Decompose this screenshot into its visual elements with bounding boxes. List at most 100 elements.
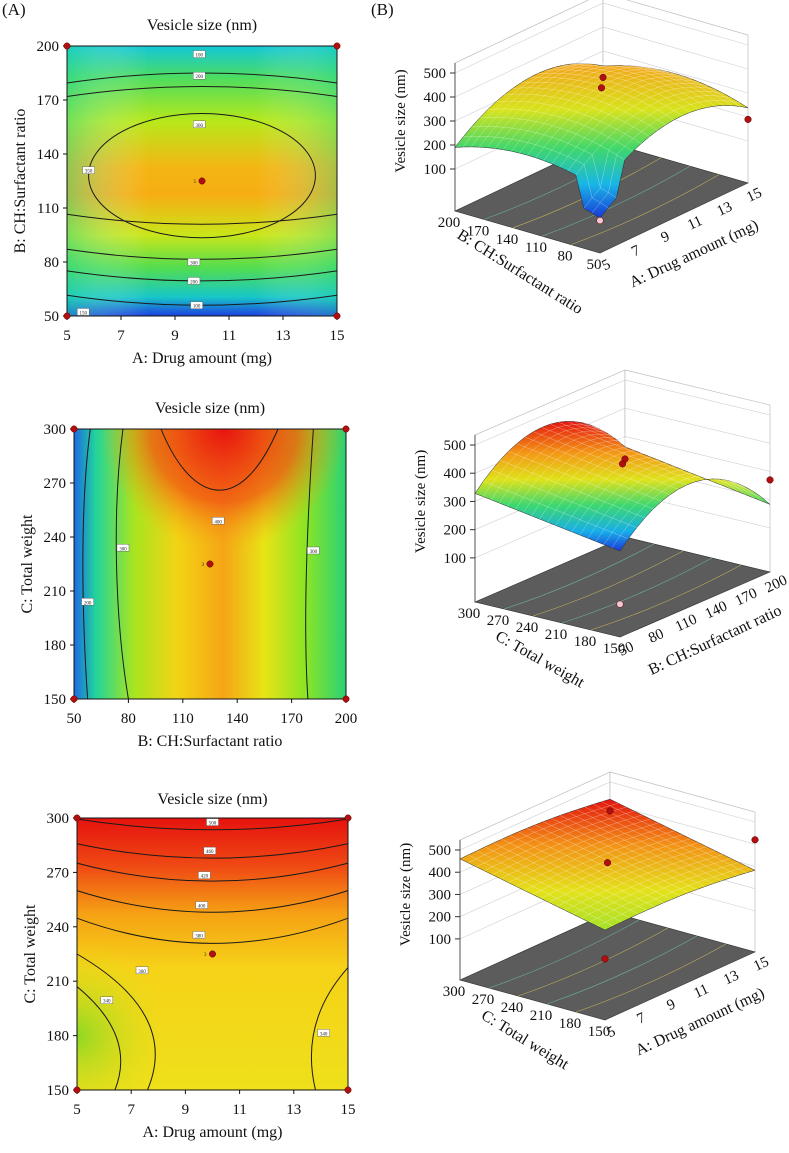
- contour-label: 100: [196, 54, 204, 59]
- center-point-count: 5: [194, 180, 197, 185]
- contour-label-box: [135, 966, 149, 975]
- floor-contour: [575, 943, 727, 1013]
- mesh-line: [575, 90, 724, 176]
- mesh-line: [511, 67, 660, 152]
- right-axis-tick-label: 80: [646, 626, 666, 647]
- mesh-line: [500, 818, 651, 879]
- left-axis-tick-label: 80: [558, 249, 573, 265]
- mesh-line: [462, 62, 612, 148]
- left-axis-tick-label: 270: [472, 992, 495, 1008]
- mesh-line: [484, 846, 631, 919]
- x-tick-label: 50: [67, 711, 82, 727]
- contour-label-box: [190, 301, 203, 309]
- y-axis-label: C: Total weight: [19, 514, 36, 614]
- mesh-line: [508, 451, 654, 510]
- mesh-line: [559, 83, 708, 168]
- right-axis-tick-label: 11: [685, 213, 705, 234]
- contour-plot-ch-ratio-vs-total-weight: 200 300 300 400 50 80 110 140 170 200 150 180 210 240…: [19, 400, 357, 750]
- y-tick-label: 300: [47, 811, 70, 827]
- contour-label: 460: [206, 850, 214, 855]
- mesh-line: [523, 440, 674, 513]
- contour-line: [76, 986, 122, 1091]
- floor-contour: [570, 174, 720, 245]
- floor-contour: [517, 927, 669, 997]
- z-tick-label: 500: [424, 66, 447, 82]
- contour-label-box: [206, 818, 219, 826]
- floor-contour: [561, 557, 713, 624]
- contour-label: 360: [138, 970, 146, 975]
- contour-label: 380: [195, 934, 203, 939]
- surface-fill: [454, 63, 749, 219]
- x-tick-label: 11: [222, 328, 236, 344]
- right-axis-tick-label: 15: [744, 185, 764, 206]
- mesh-line: [476, 850, 622, 923]
- design-point: [344, 814, 352, 822]
- mesh-line: [519, 68, 668, 154]
- mesh-line: [498, 430, 650, 504]
- y-tick-label: 180: [47, 1029, 70, 1045]
- z-tick-label: 400: [444, 466, 467, 482]
- contour-plot-drug-vs-total-weight: 500 460 420 400 380 360 340 340 5 7 9 11 13 15 150 180 2…: [22, 791, 356, 1141]
- contour-line: [76, 862, 349, 882]
- mesh-line: [518, 831, 664, 904]
- contour-line: [88, 113, 316, 239]
- contour-line: [76, 917, 349, 944]
- surface-fill: [474, 421, 771, 552]
- mesh-line: [601, 801, 747, 874]
- z-tick-label: 100: [444, 551, 467, 567]
- x-tick-label: 7: [127, 1102, 135, 1118]
- right-axis-tick-label: 110: [673, 611, 700, 635]
- x-axis-label: B: CH:Surfactant ratio: [138, 733, 283, 750]
- left-axis-tick-label: 300: [458, 606, 481, 622]
- contour-line: [66, 248, 338, 260]
- floor-plane: [474, 536, 771, 638]
- plot-frame: [73, 428, 347, 700]
- contour-line: [66, 270, 338, 282]
- contour-label-box: [203, 846, 216, 855]
- right-axis-tick-label: 11: [691, 981, 711, 1002]
- mesh-line: [553, 66, 699, 110]
- mesh-line: [545, 69, 691, 113]
- z-gridline: [459, 781, 756, 851]
- y-tick-label: 200: [37, 39, 60, 55]
- z-tick-label: 300: [429, 887, 452, 903]
- right-axis-tick-label: 140: [703, 598, 730, 622]
- mesh-line: [595, 469, 746, 542]
- contour-label-box: [193, 71, 206, 80]
- mesh-line: [543, 821, 689, 893]
- x-tick-label: 7: [117, 328, 125, 344]
- mesh-line: [599, 428, 746, 487]
- x-tick-label: 170: [280, 711, 303, 727]
- x-tick-label: 9: [171, 328, 179, 344]
- left-axis-tick-label: 270: [487, 613, 510, 629]
- right-axis-tick-label: 170: [733, 585, 760, 609]
- z-tick-label: 200: [429, 910, 452, 926]
- contour-label: 300: [119, 547, 127, 552]
- right-axis-tick-label: 9: [659, 229, 673, 247]
- design-point: [601, 955, 609, 963]
- mesh-line: [543, 76, 692, 161]
- mesh-line: [591, 425, 737, 484]
- mesh-line: [524, 830, 675, 891]
- contour-line: [76, 890, 349, 913]
- z-gridline: [454, 26, 749, 98]
- contour-line: [76, 953, 156, 1091]
- mesh-line: [535, 73, 684, 158]
- right-axis-tick-label: 7: [629, 242, 643, 260]
- mesh-line: [520, 81, 666, 126]
- contour-line: [76, 843, 349, 859]
- contour-line: [66, 86, 338, 97]
- mesh-line: [568, 812, 714, 884]
- mesh-line: [593, 804, 739, 876]
- x-tick-label: 110: [172, 711, 194, 727]
- contour-title: Vesicle size (nm): [157, 791, 267, 808]
- mesh-line: [487, 63, 636, 148]
- left-axis-tick-label: 300: [443, 984, 466, 1000]
- z-tick-label: 100: [429, 932, 452, 948]
- floor-plane: [459, 911, 756, 1021]
- x-tick-label: 5: [63, 328, 71, 344]
- mesh-line: [572, 854, 723, 915]
- x-tick-label: 15: [341, 1102, 356, 1118]
- y-tick-label: 140: [37, 147, 60, 163]
